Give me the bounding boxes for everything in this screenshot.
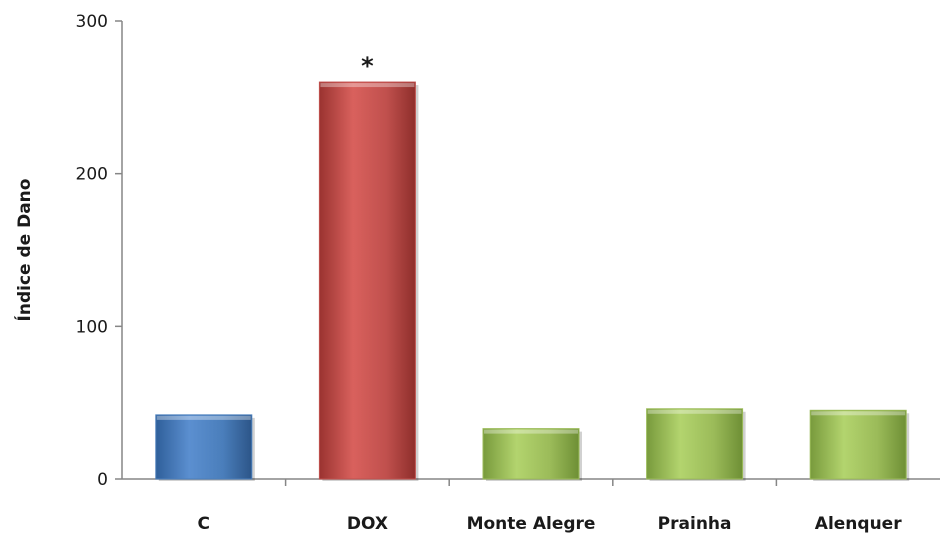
y-tick-label: 100	[76, 317, 108, 337]
x-tick-label: C	[198, 514, 210, 534]
significance-marker: *	[361, 52, 374, 80]
bars	[155, 81, 910, 482]
bar	[646, 408, 744, 480]
bar-highlight	[811, 411, 906, 416]
bar-highlight	[484, 429, 578, 434]
y-tick-label: 300	[76, 12, 108, 32]
bar-dox	[318, 81, 419, 482]
labels: Índice de Dano C DOX * Monte Alegre Prainha Al…	[13, 52, 902, 534]
y-tick-label: 0	[97, 470, 108, 490]
bar	[482, 428, 580, 480]
bar-highlight	[320, 83, 415, 88]
x-tick-label: DOX	[347, 514, 388, 534]
bar-c	[155, 414, 255, 481]
bar-alenquer	[809, 409, 910, 481]
bar-highlight	[647, 409, 742, 414]
bar	[318, 81, 416, 480]
x-tick-label: Prainha	[658, 514, 732, 534]
bar	[155, 414, 253, 480]
bar-highlight	[156, 415, 251, 420]
y-tick-label: 200	[76, 165, 108, 185]
y-axis-title: Índice de Dano	[13, 179, 35, 322]
axes: 0 100 200 300	[76, 12, 940, 490]
bar-prainha	[646, 408, 746, 481]
x-tick-label: Monte Alegre	[467, 514, 596, 534]
x-tick-label: Alenquer	[815, 514, 902, 534]
bar	[809, 409, 907, 480]
bar-monte-alegre	[482, 428, 582, 481]
